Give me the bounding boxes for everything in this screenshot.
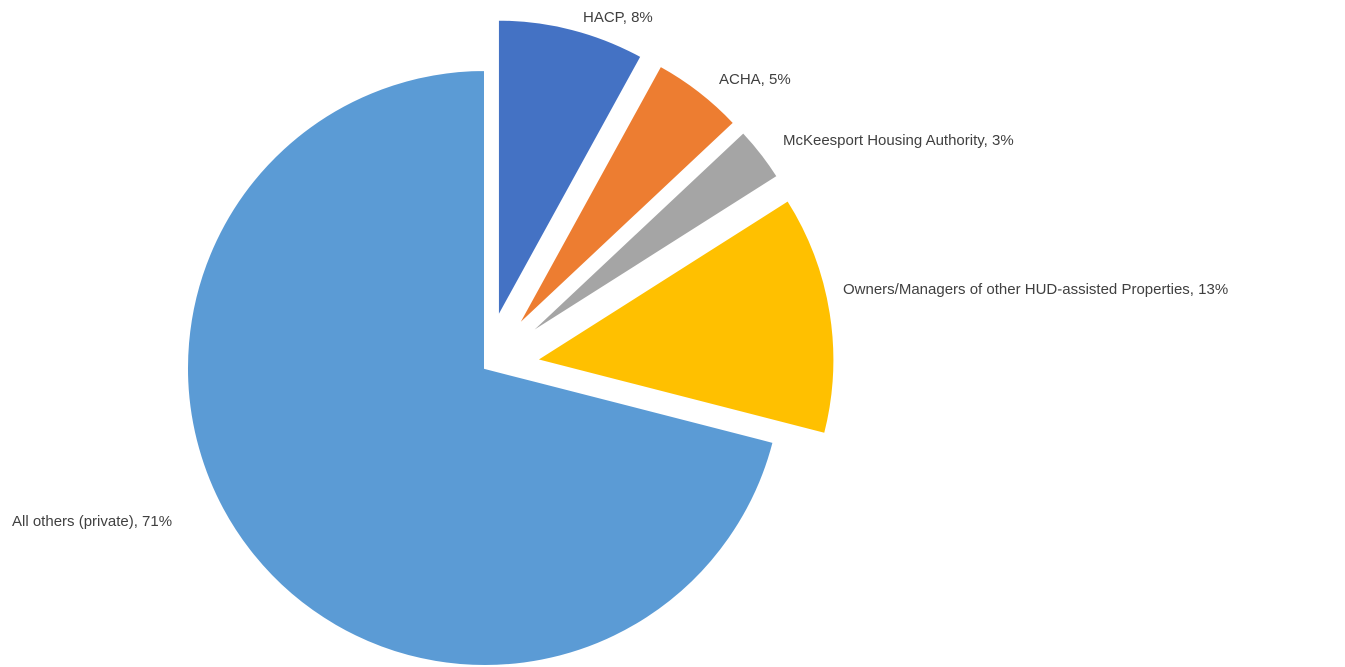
data-label: Owners/Managers of other HUD-assisted Pr… <box>843 281 1228 298</box>
pie-slice <box>515 64 736 328</box>
data-label: ACHA, 5% <box>719 71 791 88</box>
pie-slice <box>496 18 643 319</box>
data-label: All others (private), 71% <box>12 513 172 530</box>
pie-slice <box>533 198 836 436</box>
data-label: HACP, 8% <box>583 9 653 26</box>
pie-slice <box>186 68 775 667</box>
pie-slice <box>525 130 780 337</box>
data-label: McKeesport Housing Authority, 3% <box>783 132 1014 149</box>
